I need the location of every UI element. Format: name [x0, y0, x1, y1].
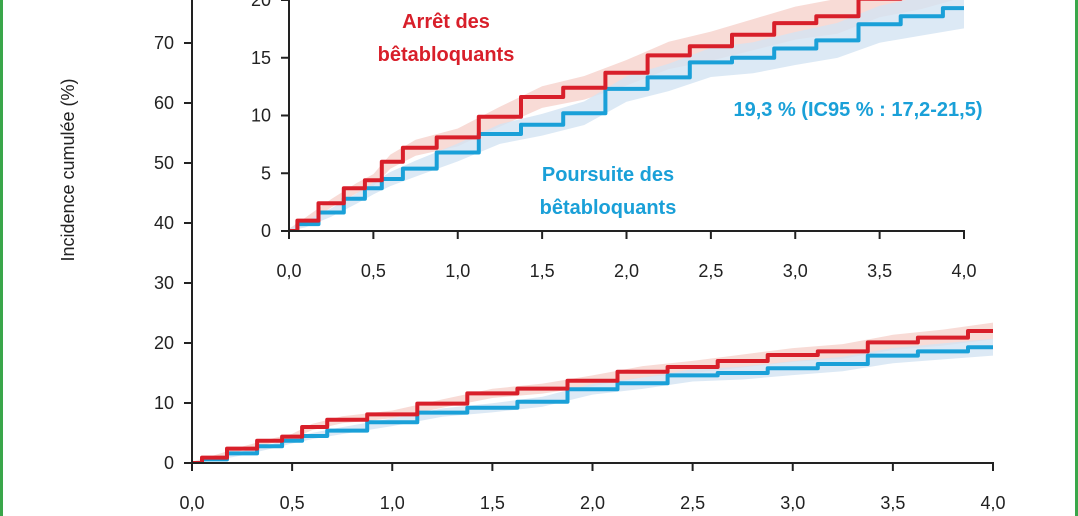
- main-x-tick-label: 0,5: [280, 493, 305, 513]
- main-x-tick-label: 2,5: [680, 493, 705, 513]
- main-y-tick-label: 40: [154, 213, 174, 233]
- inset-x-tick-label: 0,5: [361, 261, 386, 281]
- annotation-poursuite-line2: bêtabloquants: [540, 197, 677, 219]
- inset-plot: 0,0 0,5 1,0 1,5 2,0 2,5 3,0 3,5 4,0 0 5 10 15 20: [251, 0, 977, 281]
- main-plot: 0,0 0,5 1,0 1,5 2,0 2,5 3,0 3,5 4,00102030405060…: [154, 0, 1006, 513]
- inset-x-tick-label: 1,5: [530, 261, 555, 281]
- inset-series-poursuite: [289, 6, 964, 232]
- main-series-group: [192, 322, 993, 464]
- main-y-tick-label: 30: [154, 273, 174, 293]
- inset-y-tick-label: 10: [251, 106, 271, 126]
- inset-series-arret: [289, 0, 903, 232]
- inset-y-tick-label: 20: [251, 0, 271, 10]
- main-series-poursuite: [192, 345, 993, 464]
- inset-series-group: [289, 0, 964, 232]
- inset-y-tick-label: 5: [261, 163, 271, 183]
- main-y-tick-label: 50: [154, 153, 174, 173]
- main-y-tick-label: 60: [154, 93, 174, 113]
- inset-x-tick-label: 2,0: [614, 261, 639, 281]
- main-x-tick-label: 3,5: [880, 493, 905, 513]
- annotation-poursuite-line1: Poursuite des: [542, 164, 674, 186]
- annotation-ci-label: 19,3 % (IC95 % : 17,2-21,5): [733, 99, 982, 121]
- inset-ci-band-poursuite: [289, 0, 964, 231]
- inset-x-tick-label: 3,0: [783, 261, 808, 281]
- annotation-arret-line2: bêtabloquants: [378, 44, 515, 66]
- main-ci-band-arret: [192, 322, 993, 463]
- inset-x-tick-label: 0,0: [276, 261, 301, 281]
- inset-x-tick-label: 3,5: [867, 261, 892, 281]
- main-y-tick-label: 20: [154, 333, 174, 353]
- main-x-tick-label: 4,0: [980, 493, 1005, 513]
- main-y-tick-label: 70: [154, 33, 174, 53]
- main-x-tick-label: 0,0: [179, 493, 204, 513]
- inset-x-tick-label: 2,5: [698, 261, 723, 281]
- main-x-tick-label: 3,0: [780, 493, 805, 513]
- main-x-tick-label: 1,0: [380, 493, 405, 513]
- main-series-arret: [192, 329, 993, 464]
- inset-y-tick-label: 15: [251, 48, 271, 68]
- main-y-tick-label: 10: [154, 393, 174, 413]
- y-axis-label: Incidence cumulée (%): [58, 78, 78, 261]
- inset-x-tick-label: 1,0: [445, 261, 470, 281]
- annotation-arret-line1: Arrêt des: [402, 11, 490, 33]
- main-y-tick-label: 0: [164, 453, 174, 473]
- inset-x-tick-label: 4,0: [951, 261, 976, 281]
- main-x-tick-label: 2,0: [580, 493, 605, 513]
- inset-y-tick-label: 0: [261, 221, 271, 241]
- main-x-tick-label: 1,5: [480, 493, 505, 513]
